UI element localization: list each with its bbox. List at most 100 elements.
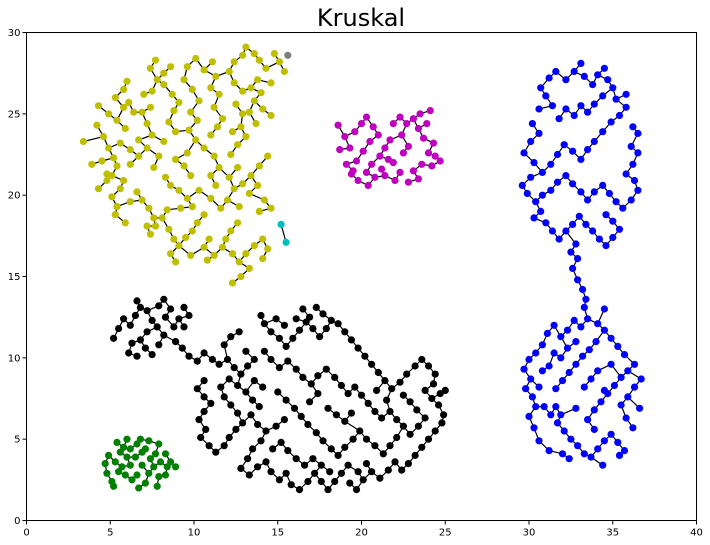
data-point <box>126 146 134 154</box>
data-point <box>424 435 433 443</box>
data-point <box>560 141 568 149</box>
data-point <box>254 420 262 429</box>
data-point <box>352 157 361 165</box>
data-point <box>267 111 275 120</box>
data-point <box>600 437 609 445</box>
data-point <box>180 323 188 331</box>
data-point <box>356 427 364 435</box>
data-point <box>570 316 578 324</box>
data-point <box>136 303 144 311</box>
data-point <box>165 225 173 233</box>
data-point <box>575 212 583 220</box>
data-point <box>314 390 322 398</box>
data-point <box>151 56 160 64</box>
data-point <box>250 97 258 105</box>
data-point <box>545 362 553 370</box>
data-point <box>225 433 233 442</box>
x-axis: 0 5 10 15 20 25 30 35 40 <box>23 520 703 539</box>
data-point <box>160 69 168 77</box>
data-point <box>239 180 247 188</box>
data-point <box>180 76 188 84</box>
data-point <box>212 448 220 456</box>
data-point <box>111 211 119 219</box>
data-point <box>525 355 533 364</box>
data-point <box>592 338 600 346</box>
data-point <box>518 181 526 189</box>
data-point <box>577 102 585 110</box>
data-point <box>429 139 438 147</box>
data-point <box>120 85 128 93</box>
data-point <box>553 178 562 186</box>
data-point <box>557 411 565 419</box>
data-point <box>409 167 417 175</box>
data-point <box>622 414 630 422</box>
data-point <box>572 240 580 248</box>
data-point <box>289 334 297 342</box>
data-point <box>558 450 567 458</box>
data-point <box>267 355 275 364</box>
data-point <box>148 351 156 359</box>
data-point <box>237 272 245 281</box>
data-point <box>609 217 617 225</box>
data-point <box>187 172 195 180</box>
data-point <box>555 115 563 123</box>
data-point <box>267 468 275 476</box>
data-point <box>200 243 208 251</box>
data-point <box>232 100 240 108</box>
data-point <box>584 416 592 424</box>
data-point <box>406 398 414 406</box>
data-point <box>378 414 386 422</box>
data-point <box>125 349 133 357</box>
data-point <box>143 328 151 336</box>
data-point <box>532 403 540 411</box>
data-point <box>280 67 288 76</box>
data-point <box>148 131 156 139</box>
data-point <box>332 411 340 419</box>
data-point <box>228 279 237 287</box>
data-point <box>547 186 555 194</box>
data-point <box>532 349 540 357</box>
data-point <box>604 76 612 84</box>
data-point <box>235 258 243 266</box>
data-point <box>548 102 557 110</box>
data-point <box>267 204 275 212</box>
data-point <box>275 476 283 484</box>
data-point <box>523 189 531 198</box>
data-point <box>250 377 258 385</box>
data-point <box>151 222 160 230</box>
data-point <box>126 461 134 469</box>
data-point <box>630 360 639 368</box>
data-point <box>562 227 570 235</box>
data-point <box>259 105 267 113</box>
y-tick-label: 20 <box>8 191 21 202</box>
data-point <box>570 67 578 76</box>
data-point <box>314 372 322 380</box>
data-point <box>612 198 620 206</box>
data-point <box>419 134 428 142</box>
data-point <box>429 380 438 388</box>
data-point <box>128 476 136 484</box>
data-point <box>183 63 191 71</box>
data-point <box>99 133 108 141</box>
data-point <box>234 381 242 390</box>
data-point <box>200 66 208 74</box>
data-point <box>205 442 213 450</box>
data-point <box>341 417 349 425</box>
data-point <box>247 84 255 92</box>
data-point <box>235 328 243 336</box>
data-point <box>331 477 339 486</box>
data-point <box>381 377 389 385</box>
data-point <box>637 375 645 383</box>
data-point <box>277 220 285 228</box>
data-point <box>584 108 592 116</box>
data-point <box>126 445 134 453</box>
data-point <box>337 381 345 390</box>
data-point <box>113 438 121 446</box>
data-point <box>386 136 394 144</box>
data-point <box>344 390 352 398</box>
data-point <box>239 51 247 59</box>
data-point <box>607 118 615 126</box>
x-tick-label: 10 <box>188 528 201 539</box>
data-point <box>617 373 625 381</box>
data-point <box>220 341 228 349</box>
